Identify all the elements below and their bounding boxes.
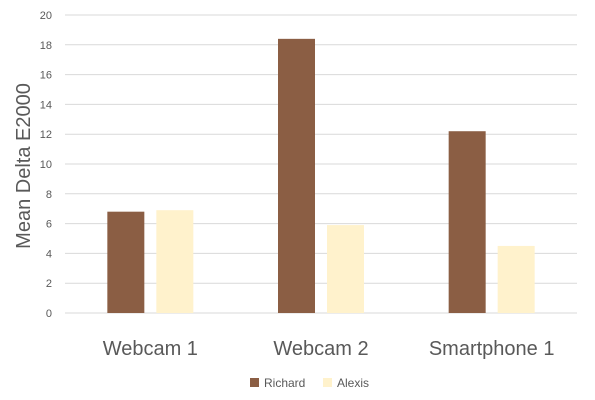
bar-richard-smartphone-1 xyxy=(448,131,486,313)
y-tick-label: 4 xyxy=(46,248,52,260)
x-axis-categories: Webcam 1 Webcam 2 Smartphone 1 xyxy=(103,338,555,360)
y-tick-label: 8 xyxy=(46,189,52,201)
x-category-label: Webcam 2 xyxy=(273,338,368,360)
legend-label-alexis: Alexis xyxy=(337,376,369,390)
bar-alexis-smartphone-1 xyxy=(497,245,535,313)
y-tick-label: 2 xyxy=(46,278,52,290)
y-tick-label: 14 xyxy=(40,99,52,111)
y-tick-label: 20 xyxy=(40,10,52,22)
legend-swatch-alexis xyxy=(323,378,332,387)
y-tick-label: 6 xyxy=(46,219,52,231)
bar-alexis-webcam-1 xyxy=(156,210,194,313)
bar-richard-webcam-1 xyxy=(107,211,145,313)
legend-label-richard: Richard xyxy=(264,376,305,390)
x-category-label: Smartphone 1 xyxy=(429,338,555,360)
y-tick-label: 12 xyxy=(40,129,52,141)
legend-swatch-richard xyxy=(250,378,259,387)
bars xyxy=(107,38,535,314)
y-tick-label: 10 xyxy=(40,159,52,171)
gridlines xyxy=(65,14,577,314)
bar-alexis-webcam-2 xyxy=(327,225,364,313)
y-tick-label: 0 xyxy=(46,308,52,320)
legend: Richard Alexis xyxy=(250,376,369,390)
y-tick-label: 18 xyxy=(40,40,52,52)
bar-richard-webcam-2 xyxy=(278,38,315,314)
y-axis-ticks: 0 2 4 6 8 10 12 14 16 18 20 xyxy=(40,10,52,320)
x-category-label: Webcam 1 xyxy=(103,338,198,360)
y-tick-label: 16 xyxy=(40,70,52,82)
y-axis-label: Mean Delta E2000 xyxy=(13,83,35,249)
